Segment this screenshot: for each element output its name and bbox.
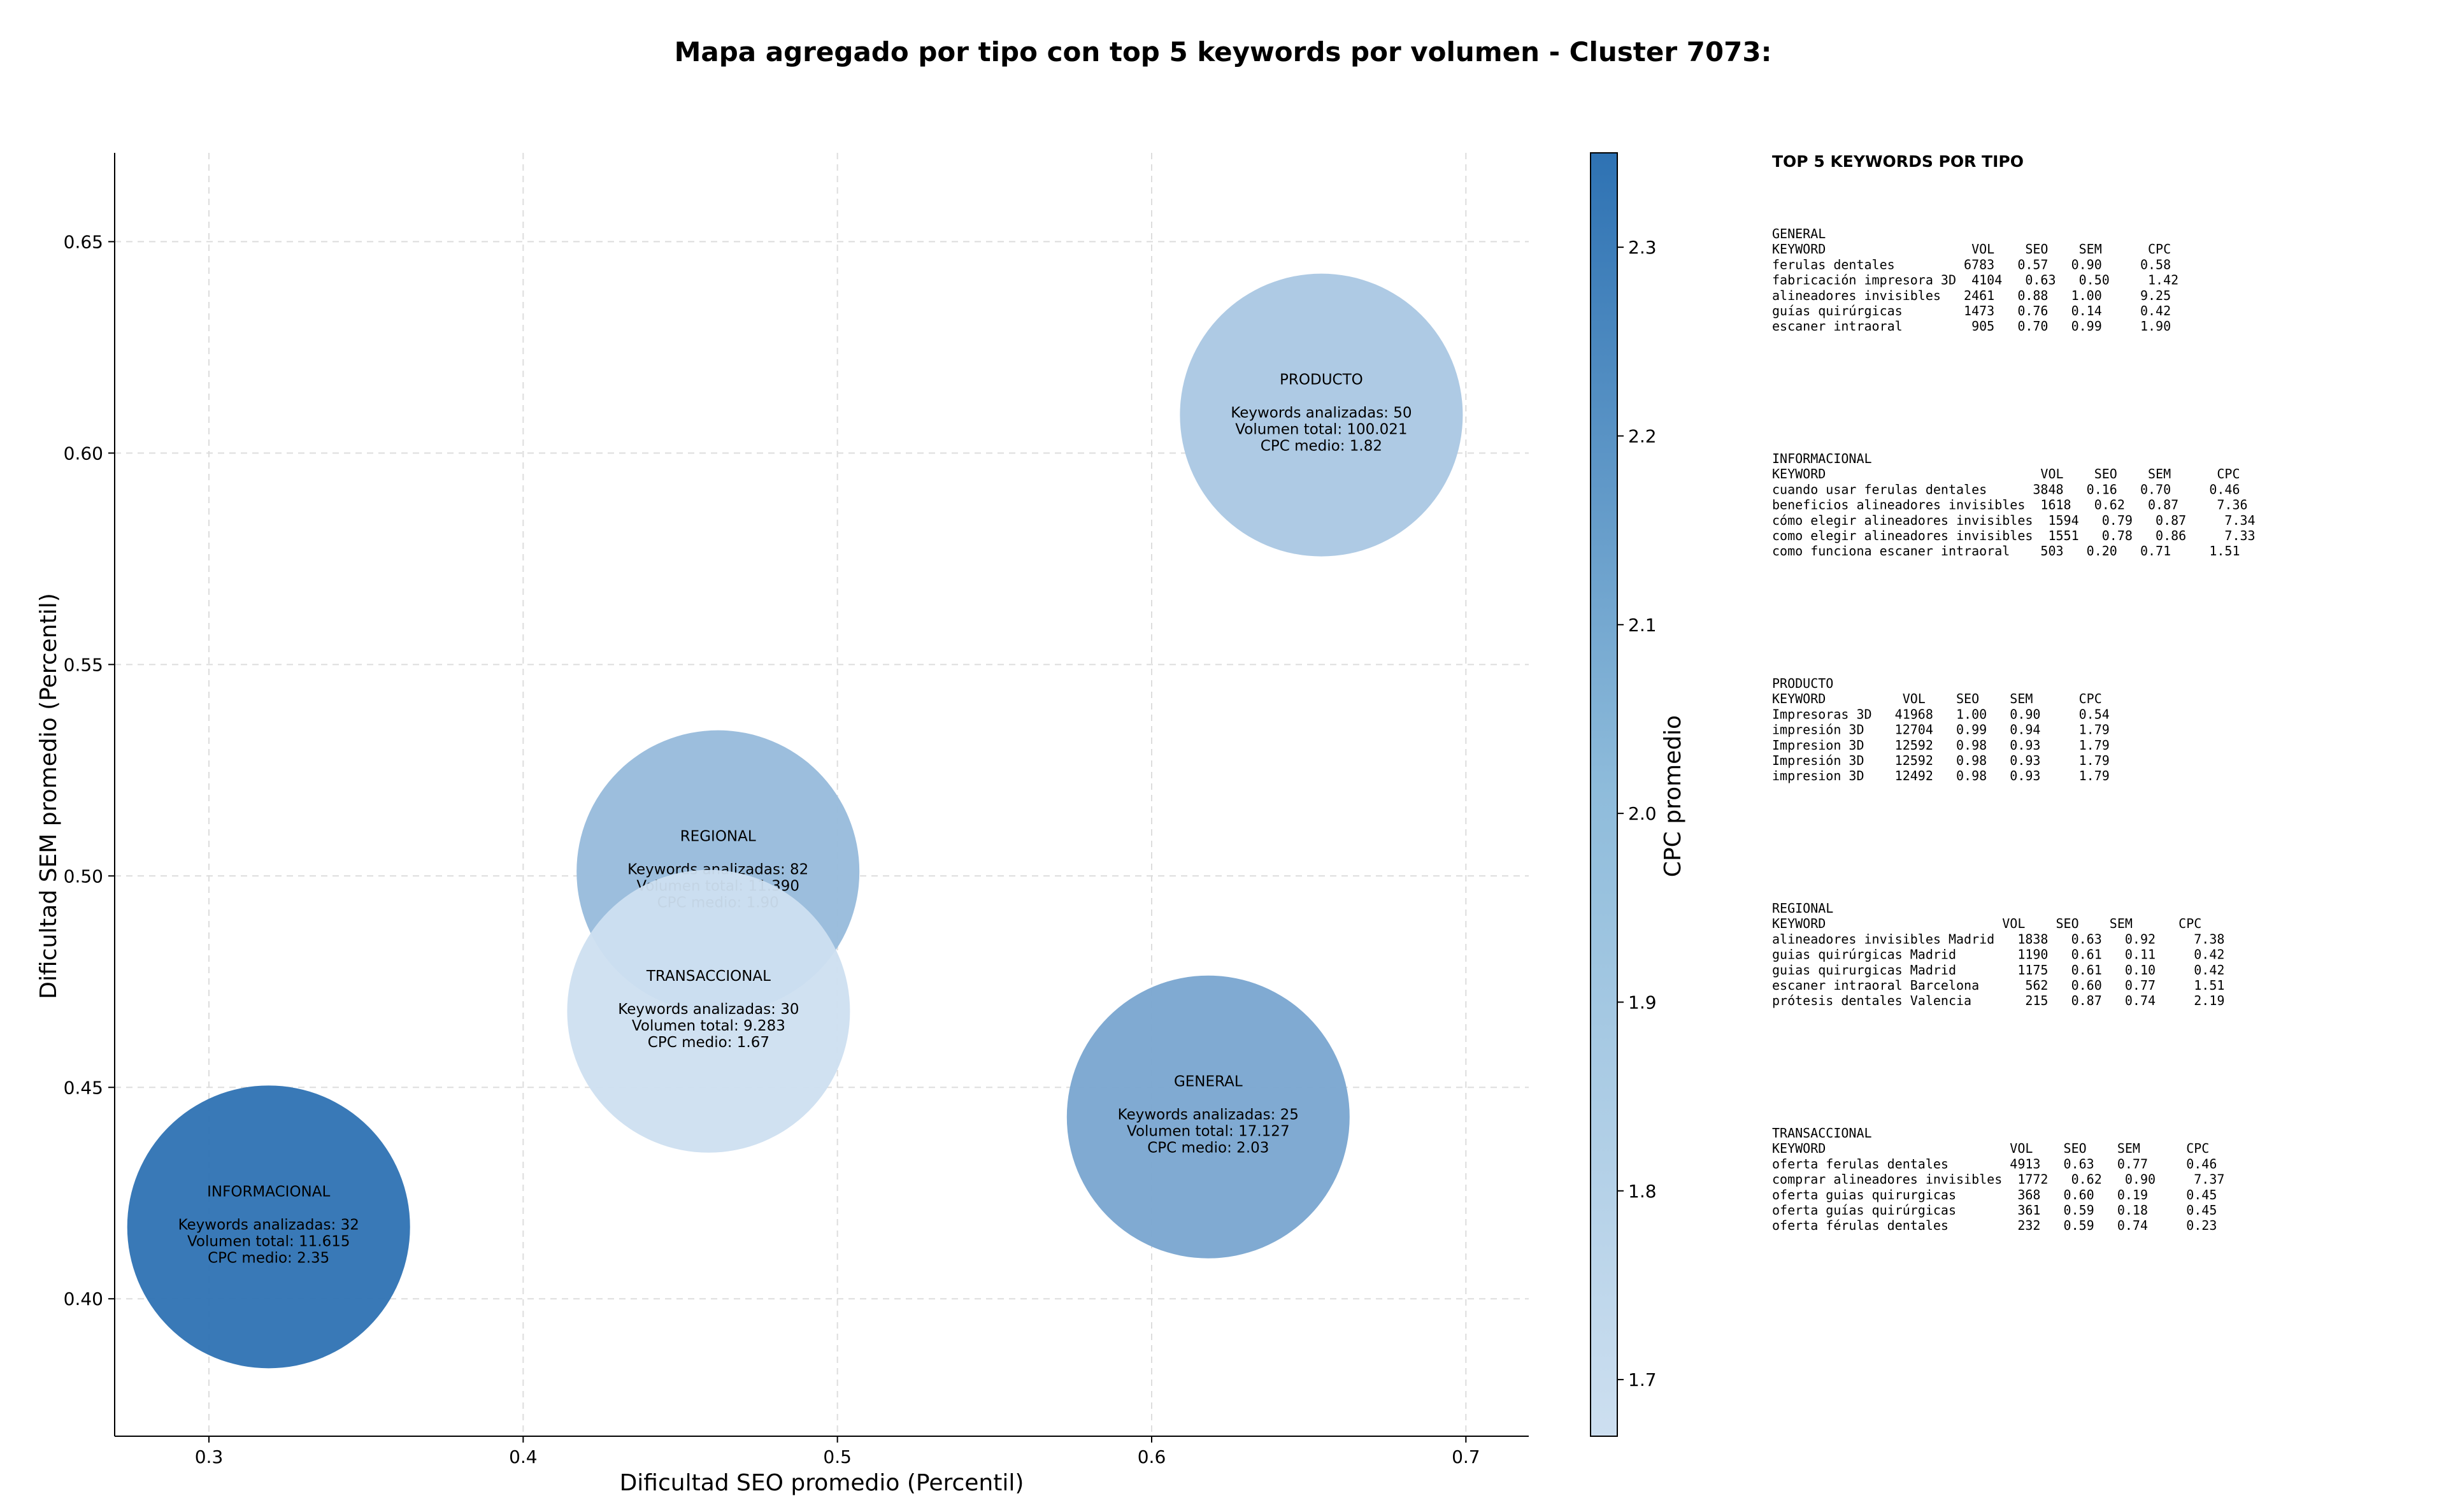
bubble-type-label: GENERAL [1174,1074,1243,1090]
x-tick-label: 0.3 [195,1446,224,1467]
keyword-table-row: comprar alineadores invisibles 1772 0.62… [1772,1172,2224,1187]
bubble-cpc-label: CPC medio: 2.03 [1147,1140,1269,1157]
y-tick-label: 0.65 [64,231,103,252]
keyword-table-row: oferta guías quirúrgicas 361 0.59 0.18 0… [1772,1202,2217,1218]
keyword-table-row: oferta guias quirurgicas 368 0.60 0.19 0… [1772,1187,2217,1202]
keyword-table-row: guias quirurgicas Madrid 1175 0.61 0.10 … [1772,962,2224,978]
keyword-table-row: Impresoras 3D 41968 1.00 0.90 0.54 [1772,706,2110,722]
keyword-table-header: KEYWORD VOL SEO SEM CPC [1772,691,2102,706]
bubble-keywords-label: Keywords analizadas: 50 [1231,405,1412,422]
bubble-circle [127,1085,410,1369]
keyword-table-row: guías quirúrgicas 1473 0.76 0.14 0.42 [1772,303,2171,318]
keyword-table-row: cómo elegir alineadores invisibles 1594 … [1772,513,2256,528]
keyword-table-row: impresión 3D 12704 0.99 0.94 1.79 [1772,722,2110,738]
bubble-keywords-label: Keywords analizadas: 32 [178,1216,359,1233]
colorbar-tick-label: 2.2 [1628,425,1657,446]
colorbar-gradient [1590,152,1618,1437]
colorbar-tick-label: 1.7 [1628,1369,1657,1390]
keyword-table-row: prótesis dentales Valencia 215 0.87 0.74… [1772,993,2224,1008]
y-tick-label: 0.45 [64,1077,103,1098]
bubble-volume-label: Volumen total: 11.615 [187,1233,350,1250]
x-tick-label: 0.7 [1452,1446,1480,1467]
bubble-volume-label: Volumen total: 9.283 [632,1018,785,1034]
keyword-table-row: escaner intraoral 905 0.70 0.99 1.90 [1772,318,2171,334]
x-tick-label: 0.4 [509,1446,538,1467]
colorbar-tick-label: 2.0 [1628,803,1657,824]
keyword-table-row: como elegir alineadores invisibles 1551 … [1772,528,2256,543]
y-tick-label: 0.60 [64,443,103,464]
bubble-volume-label: Volumen total: 100.021 [1235,422,1407,438]
bubble-cpc-label: CPC medio: 1.67 [648,1034,769,1051]
colorbar-tick-label: 1.8 [1628,1181,1657,1202]
keyword-table-row: ferulas dentales 6783 0.57 0.90 0.58 [1772,257,2171,272]
bubble-cpc-label: CPC medio: 2.35 [208,1250,329,1266]
keyword-table-row: como funciona escaner intraoral 503 0.20… [1772,543,2240,559]
colorbar: 1.7 1.8 1.9 2.0 2.1 2.2 2.3 CPC promedio [1590,152,1686,1437]
keyword-table-title: PRODUCTO [1772,676,1833,691]
colorbar-tick-label: 2.3 [1628,237,1657,258]
keyword-table-header: KEYWORD VOL SEO SEM CPC [1772,916,2201,931]
axis-ticks: 0.3 0.4 0.5 0.6 0.7 0.40 0.45 0.50 0.55 0.60 0.65 [64,231,1480,1467]
y-tick-label: 0.50 [64,866,103,887]
colorbar-ticks: 1.7 1.8 1.9 2.0 2.1 2.2 2.3 [1617,237,1657,1390]
keyword-table-row: alineadores invisibles Madrid 1838 0.63 … [1772,931,2224,946]
keyword-table-row: guias quirúrgicas Madrid 1190 0.61 0.11 … [1772,947,2224,962]
colorbar-tick-label: 2.1 [1628,615,1657,636]
keyword-table-header: KEYWORD VOL SEO SEM CPC [1772,466,2240,481]
side-panel-heading: TOP 5 KEYWORDS POR TIPO [1772,152,2024,171]
y-tick-label: 0.40 [64,1288,103,1309]
bubble-informacional: INFORMACIONAL Keywords analizadas: 32Volu… [127,1085,410,1369]
bubble-type-label: INFORMACIONAL [207,1183,330,1200]
x-axis-label: Dificultad SEO promedio (Percentil) [620,1470,1024,1496]
keyword-table-title: GENERAL [1772,226,1826,241]
bubble-circle [1066,975,1350,1259]
keyword-table-row: Impresion 3D 12592 0.98 0.93 1.79 [1772,738,2110,753]
keyword-table-title: REGIONAL [1772,901,1833,916]
x-tick-label: 0.5 [823,1446,852,1467]
bubble-cpc-label: CPC medio: 1.82 [1261,438,1382,455]
y-tick-label: 0.55 [64,654,103,675]
keyword-table-row: fabricación impresora 3D 4104 0.63 0.50 … [1772,273,2178,288]
bubble-volume-label: Volumen total: 17.127 [1127,1123,1290,1140]
axes [114,153,1529,1437]
bubble-circle [567,869,850,1153]
colorbar-tick-label: 1.9 [1628,992,1657,1013]
colorbar-label: CPC promedio [1660,715,1686,877]
x-tick-label: 0.6 [1138,1446,1166,1467]
bubble-circle [1180,273,1463,557]
bubble-transaccional: TRANSACCIONAL Keywords analizadas: 30Volu… [567,869,850,1153]
keyword-table-title: INFORMACIONAL [1772,451,1872,466]
bubble-type-label: PRODUCTO [1280,372,1363,389]
bubble-keywords-label: Keywords analizadas: 25 [1118,1107,1299,1123]
bubble-keywords-label: Keywords analizadas: 30 [618,1001,799,1018]
keyword-table-row: oferta ferulas dentales 4913 0.63 0.77 0… [1772,1156,2217,1171]
keyword-table-row: alineadores invisibles 2461 0.88 1.00 9.… [1772,288,2171,303]
bubble-type-label: TRANSACCIONAL [646,968,771,985]
bubble-type-label: REGIONAL [680,829,756,845]
keyword-table-row: oferta férulas dentales 232 0.59 0.74 0.… [1772,1218,2217,1233]
keyword-table-row: beneficios alineadores invisibles 1618 0… [1772,497,2248,513]
y-axis-label: Dificultad SEM promedio (Percentil) [36,593,62,999]
keyword-table-row: impresion 3D 12492 0.98 0.93 1.79 [1772,768,2110,783]
keyword-table-row: Impresión 3D 12592 0.98 0.93 1.79 [1772,753,2110,768]
chart-title: Mapa agregado por tipo con top 5 keyword… [675,36,1772,68]
keyword-table-row: cuando usar ferulas dentales 3848 0.16 0… [1772,481,2240,497]
keyword-table-header: KEYWORD VOL SEO SEM CPC [1772,1141,2209,1156]
keyword-table-title: TRANSACCIONAL [1772,1125,1872,1141]
keyword-table-row: escaner intraoral Barcelona 562 0.60 0.7… [1772,978,2224,993]
keyword-table-header: KEYWORD VOL SEO SEM CPC [1772,241,2171,257]
